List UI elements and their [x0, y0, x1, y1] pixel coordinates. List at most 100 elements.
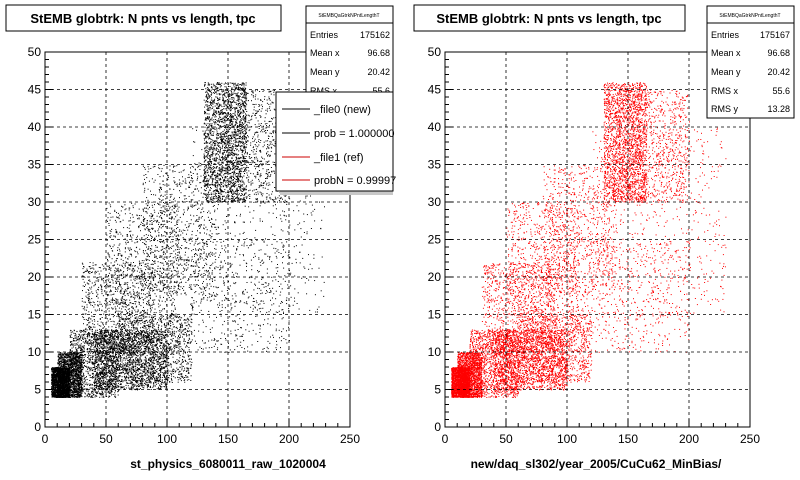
scatter-point	[77, 339, 78, 340]
scatter-point	[91, 392, 92, 393]
scatter-point	[72, 357, 73, 358]
scatter-point	[88, 355, 89, 356]
scatter-point	[63, 376, 64, 377]
scatter-point	[79, 364, 80, 365]
scatter-point	[106, 392, 107, 393]
scatter-point	[92, 395, 93, 396]
scatter-point	[71, 383, 72, 384]
scatter-point	[112, 339, 113, 340]
scatter-point	[58, 354, 59, 355]
scatter-point	[154, 357, 155, 358]
scatter-point	[91, 396, 92, 397]
scatter-point	[116, 357, 117, 358]
scatter-point	[81, 330, 82, 331]
scatter-point	[104, 386, 105, 387]
scatter-point	[116, 371, 117, 372]
scatter-point	[115, 384, 116, 385]
scatter-point	[107, 348, 108, 349]
scatter-point	[134, 389, 135, 390]
scatter-point	[94, 362, 95, 363]
scatter-point	[98, 355, 99, 356]
scatter-point	[72, 348, 73, 349]
scatter-point	[74, 386, 75, 387]
scatter-point	[100, 378, 101, 379]
scatter-point	[80, 367, 81, 368]
scatter-point	[57, 385, 58, 386]
scatter-point	[80, 391, 81, 392]
scatter-point	[81, 335, 82, 336]
scatter-point	[78, 365, 79, 366]
scatter-point	[53, 386, 54, 387]
scatter-point	[116, 342, 117, 343]
scatter-point	[63, 379, 64, 380]
scatter-point	[81, 340, 82, 341]
scatter-point	[132, 357, 133, 358]
scatter-point	[55, 392, 56, 393]
scatter-point	[155, 382, 156, 383]
scatter-point	[63, 369, 64, 370]
scatter-point	[97, 392, 98, 393]
scatter-point	[90, 342, 91, 343]
scatter-point	[102, 330, 103, 331]
scatter-point	[74, 375, 75, 376]
scatter-point	[87, 335, 88, 336]
scatter-point	[88, 356, 89, 357]
scatter-point	[76, 378, 77, 379]
scatter-point	[72, 360, 73, 361]
scatter-point	[107, 336, 108, 337]
scatter-point	[118, 365, 119, 366]
scatter-point	[59, 387, 60, 388]
scatter-point	[92, 357, 93, 358]
scatter-point	[79, 369, 80, 370]
scatter-point	[73, 386, 74, 387]
scatter-point	[59, 369, 60, 370]
scatter-point	[80, 380, 81, 381]
scatter-point	[79, 359, 80, 360]
scatter-point	[92, 393, 93, 394]
scatter-point	[67, 387, 68, 388]
scatter-point	[74, 366, 75, 367]
scatter-point	[70, 392, 71, 393]
scatter-point	[82, 384, 83, 385]
scatter-point	[53, 388, 54, 389]
scatter-point	[83, 374, 84, 375]
scatter-point	[125, 371, 126, 372]
scatter-point	[78, 374, 79, 375]
scatter-point	[83, 383, 84, 384]
scatter-point	[90, 353, 91, 354]
scatter-point	[159, 346, 160, 347]
scatter-point	[81, 346, 82, 347]
scatter-point	[110, 390, 111, 391]
scatter-point	[78, 389, 79, 390]
scatter-point	[52, 371, 53, 372]
scatter-point	[92, 359, 93, 360]
scatter-point	[100, 394, 101, 395]
scatter-point	[94, 365, 95, 366]
scatter-point	[134, 362, 135, 363]
scatter-point	[110, 378, 111, 379]
scatter-point	[54, 380, 55, 381]
scatter-point	[68, 366, 69, 367]
scatter-point	[51, 374, 52, 375]
scatter-point	[72, 331, 73, 332]
scatter-point	[68, 392, 69, 393]
scatter-point	[74, 390, 75, 391]
scatter-point	[51, 386, 52, 387]
scatter-point	[145, 384, 146, 385]
scatter-point	[65, 394, 66, 395]
scatter-point	[99, 372, 100, 373]
scatter-point	[95, 338, 96, 339]
scatter-point	[63, 364, 64, 365]
scatter-point	[79, 395, 80, 396]
scatter-point	[65, 355, 66, 356]
scatter-point	[59, 377, 60, 378]
scatter-point	[72, 394, 73, 395]
scatter-point	[53, 383, 54, 384]
scatter-point	[151, 364, 152, 365]
scatter-point	[99, 366, 100, 367]
scatter-point	[67, 395, 68, 396]
scatter-point	[63, 381, 64, 382]
scatter-point	[98, 333, 99, 334]
scatter-point	[101, 344, 102, 345]
scatter-point	[116, 367, 117, 368]
